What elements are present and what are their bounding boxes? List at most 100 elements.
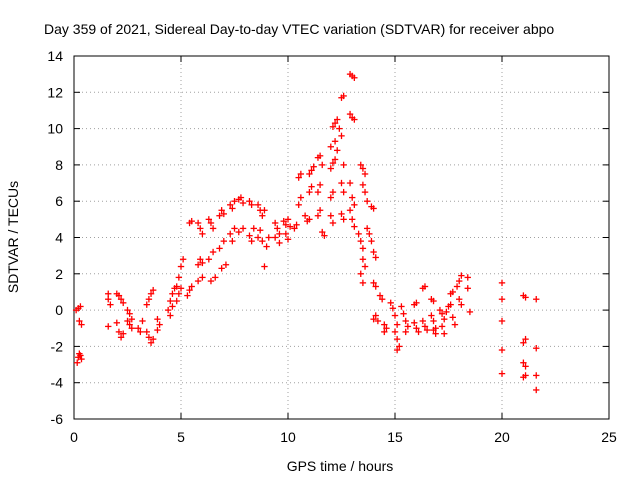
data-point <box>105 296 112 303</box>
data-point <box>229 205 236 212</box>
data-point <box>404 323 412 330</box>
data-point <box>520 339 527 346</box>
data-point <box>359 165 367 172</box>
data-point <box>154 315 161 323</box>
data-point <box>188 217 195 225</box>
data-point <box>239 225 247 232</box>
data-point <box>458 301 465 308</box>
data-point <box>316 152 324 160</box>
data-point <box>415 328 422 336</box>
data-point <box>498 346 506 354</box>
data-point <box>340 216 347 223</box>
data-point <box>254 201 262 209</box>
data-point <box>167 312 174 319</box>
data-point <box>216 212 223 219</box>
data-point <box>351 116 358 123</box>
data-point <box>105 323 112 330</box>
data-point <box>259 237 266 245</box>
data-point <box>464 274 471 281</box>
data-point <box>194 261 202 268</box>
data-point <box>282 221 290 228</box>
data-point <box>306 188 313 196</box>
data-point <box>413 325 420 332</box>
data-point <box>284 216 292 223</box>
data-point <box>115 292 123 299</box>
data-point <box>308 183 315 190</box>
data-point <box>321 232 328 239</box>
data-point <box>498 279 506 287</box>
data-point <box>319 228 326 236</box>
data-point <box>522 294 529 301</box>
data-point <box>117 296 125 303</box>
data-point <box>331 156 339 163</box>
data-point <box>441 315 448 323</box>
data-point <box>533 386 540 394</box>
data-point <box>212 274 219 281</box>
data-point <box>351 223 358 230</box>
data-point <box>263 243 270 250</box>
data-point <box>276 239 283 247</box>
data-point <box>286 223 294 230</box>
data-point <box>331 138 339 145</box>
data-point <box>218 207 225 214</box>
data-point <box>361 263 369 270</box>
data-point <box>419 317 427 325</box>
data-point <box>357 161 364 169</box>
data-point <box>143 301 150 308</box>
data-point <box>340 188 347 196</box>
data-point <box>421 283 429 290</box>
data-point <box>209 248 217 256</box>
data-point <box>498 296 506 303</box>
data-point <box>363 198 371 205</box>
data-point <box>126 321 133 328</box>
data-point <box>456 296 463 303</box>
data-point <box>115 328 123 336</box>
data-point <box>261 207 268 214</box>
data-point <box>235 228 242 236</box>
data-point <box>218 265 225 272</box>
y-tick-label: 12 <box>47 84 63 100</box>
x-tick-label: 20 <box>494 429 510 445</box>
data-point <box>78 321 85 328</box>
data-point <box>522 372 529 379</box>
data-point <box>376 292 384 299</box>
data-point <box>113 319 120 327</box>
data-point <box>346 207 354 214</box>
data-point <box>346 179 354 187</box>
data-point <box>259 212 266 219</box>
data-point <box>143 328 150 336</box>
data-point <box>209 225 217 232</box>
data-point <box>199 259 206 267</box>
data-point <box>374 317 382 325</box>
y-axis-label: SDTVAR / TECUs <box>5 181 21 293</box>
data-point <box>167 297 174 305</box>
data-point <box>411 319 418 327</box>
data-point <box>438 323 446 330</box>
data-point <box>391 328 399 336</box>
data-point <box>438 310 446 317</box>
data-point <box>381 321 388 328</box>
data-point <box>378 296 386 303</box>
data-point <box>297 170 305 178</box>
data-point <box>361 170 369 178</box>
data-point <box>423 326 431 334</box>
y-tick-label: 8 <box>55 157 63 173</box>
data-point <box>338 210 345 218</box>
data-point <box>107 301 114 308</box>
data-point <box>327 143 334 150</box>
data-point <box>194 219 202 227</box>
data-point <box>120 299 127 307</box>
data-point <box>368 237 375 245</box>
x-tick-label: 25 <box>601 429 617 445</box>
data-point <box>120 330 127 337</box>
data-point <box>293 221 300 228</box>
data-point <box>441 330 448 337</box>
data-point <box>284 236 292 243</box>
data-point <box>207 219 215 227</box>
data-point <box>336 125 343 132</box>
data-point <box>464 285 471 292</box>
data-point <box>458 272 465 279</box>
data-point <box>164 306 172 314</box>
data-point <box>265 234 272 241</box>
data-point <box>173 283 180 290</box>
